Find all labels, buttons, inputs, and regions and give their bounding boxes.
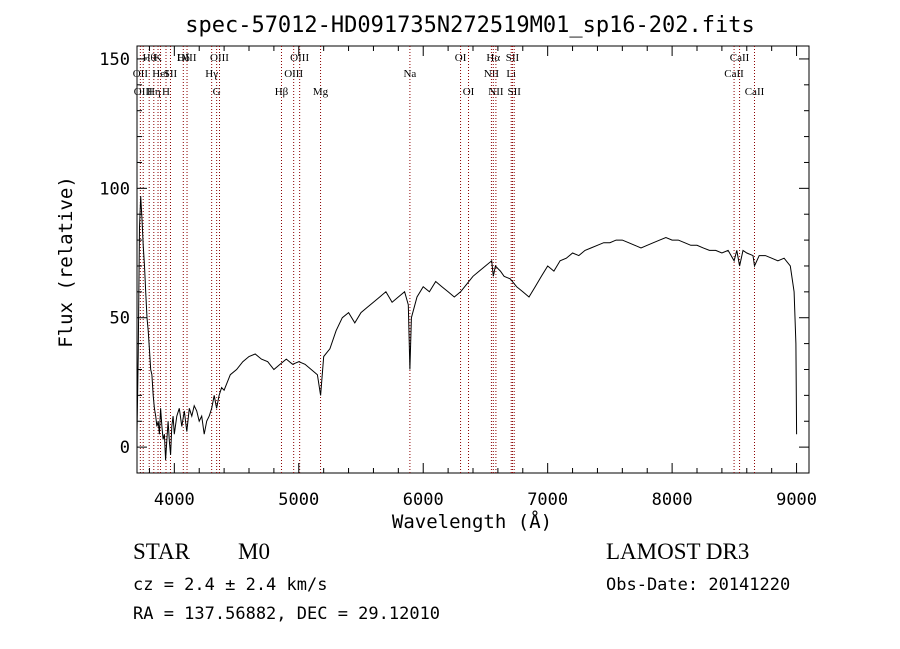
- marker-label: SII: [507, 86, 521, 98]
- coordinates: RA = 137.56882, DEC = 29.12010: [133, 604, 440, 624]
- axis-ticks: [137, 46, 809, 474]
- flux-series-line: [136, 196, 798, 461]
- marker-label: NII: [484, 68, 500, 80]
- emission-line-markers: OIIOIIIHθHηKHeIHSIIHδOIIIHγGOIIIHβOIIIOI…: [133, 46, 765, 473]
- marker-label: Mg: [313, 86, 329, 98]
- y-tick-label: 150: [99, 50, 130, 70]
- marker-label: K: [154, 52, 162, 64]
- object-subclass: M0: [238, 539, 270, 564]
- marker-label: OIII: [178, 52, 197, 64]
- marker-label: NII: [488, 86, 504, 98]
- y-tick-label: 0: [120, 438, 130, 458]
- y-tick-label: 100: [99, 179, 130, 199]
- x-tick-label: 7000: [527, 490, 568, 510]
- x-axis-label: Wavelength (Å): [392, 510, 552, 533]
- marker-label: Hα: [486, 52, 500, 64]
- marker-label: Hγ: [205, 68, 218, 80]
- marker-label: G: [213, 86, 221, 98]
- x-tick-label: 5000: [278, 490, 319, 510]
- observation-date: Obs-Date: 20141220: [606, 575, 790, 595]
- marker-label: CaII: [745, 86, 765, 98]
- marker-label: OII: [133, 68, 149, 80]
- survey-name: LAMOST DR3: [606, 539, 749, 564]
- x-tick-label: 4000: [154, 490, 195, 510]
- y-tick-label: 50: [110, 309, 130, 329]
- marker-label: Hβ: [275, 86, 289, 98]
- marker-label: HeI: [152, 68, 169, 80]
- object-class: STAR: [133, 539, 191, 564]
- marker-label: CaII: [730, 52, 750, 64]
- marker-label: SII: [506, 52, 520, 64]
- marker-label: OI: [455, 52, 467, 64]
- x-tick-label: 9000: [776, 490, 817, 510]
- y-axis-label: Flux (relative): [55, 176, 77, 348]
- marker-label: Hη: [147, 86, 161, 98]
- x-tick-label: 8000: [652, 490, 693, 510]
- redshift-cz: cz = 2.4 ± 2.4 km/s: [133, 575, 327, 595]
- marker-label: OIII: [210, 52, 229, 64]
- marker-label: H: [162, 86, 170, 98]
- marker-label: OIII: [284, 68, 303, 80]
- marker-label: SII: [164, 68, 178, 80]
- marker-label: OI: [463, 86, 475, 98]
- marker-label: Hθ: [143, 52, 156, 64]
- chart-title: spec-57012-HD091735N272519M01_sp16-202.f…: [185, 13, 755, 38]
- marker-label: OIII: [290, 52, 309, 64]
- marker-label: CaII: [724, 68, 744, 80]
- marker-label: Li: [506, 68, 516, 80]
- x-tick-label: 6000: [403, 490, 444, 510]
- axis-tick-labels: 4000 5000 6000 7000 8000 9000 0 50 100 150: [99, 50, 817, 510]
- marker-label: Na: [403, 68, 416, 80]
- marker-label: OIII: [134, 86, 153, 98]
- plot-frame: [136, 45, 810, 474]
